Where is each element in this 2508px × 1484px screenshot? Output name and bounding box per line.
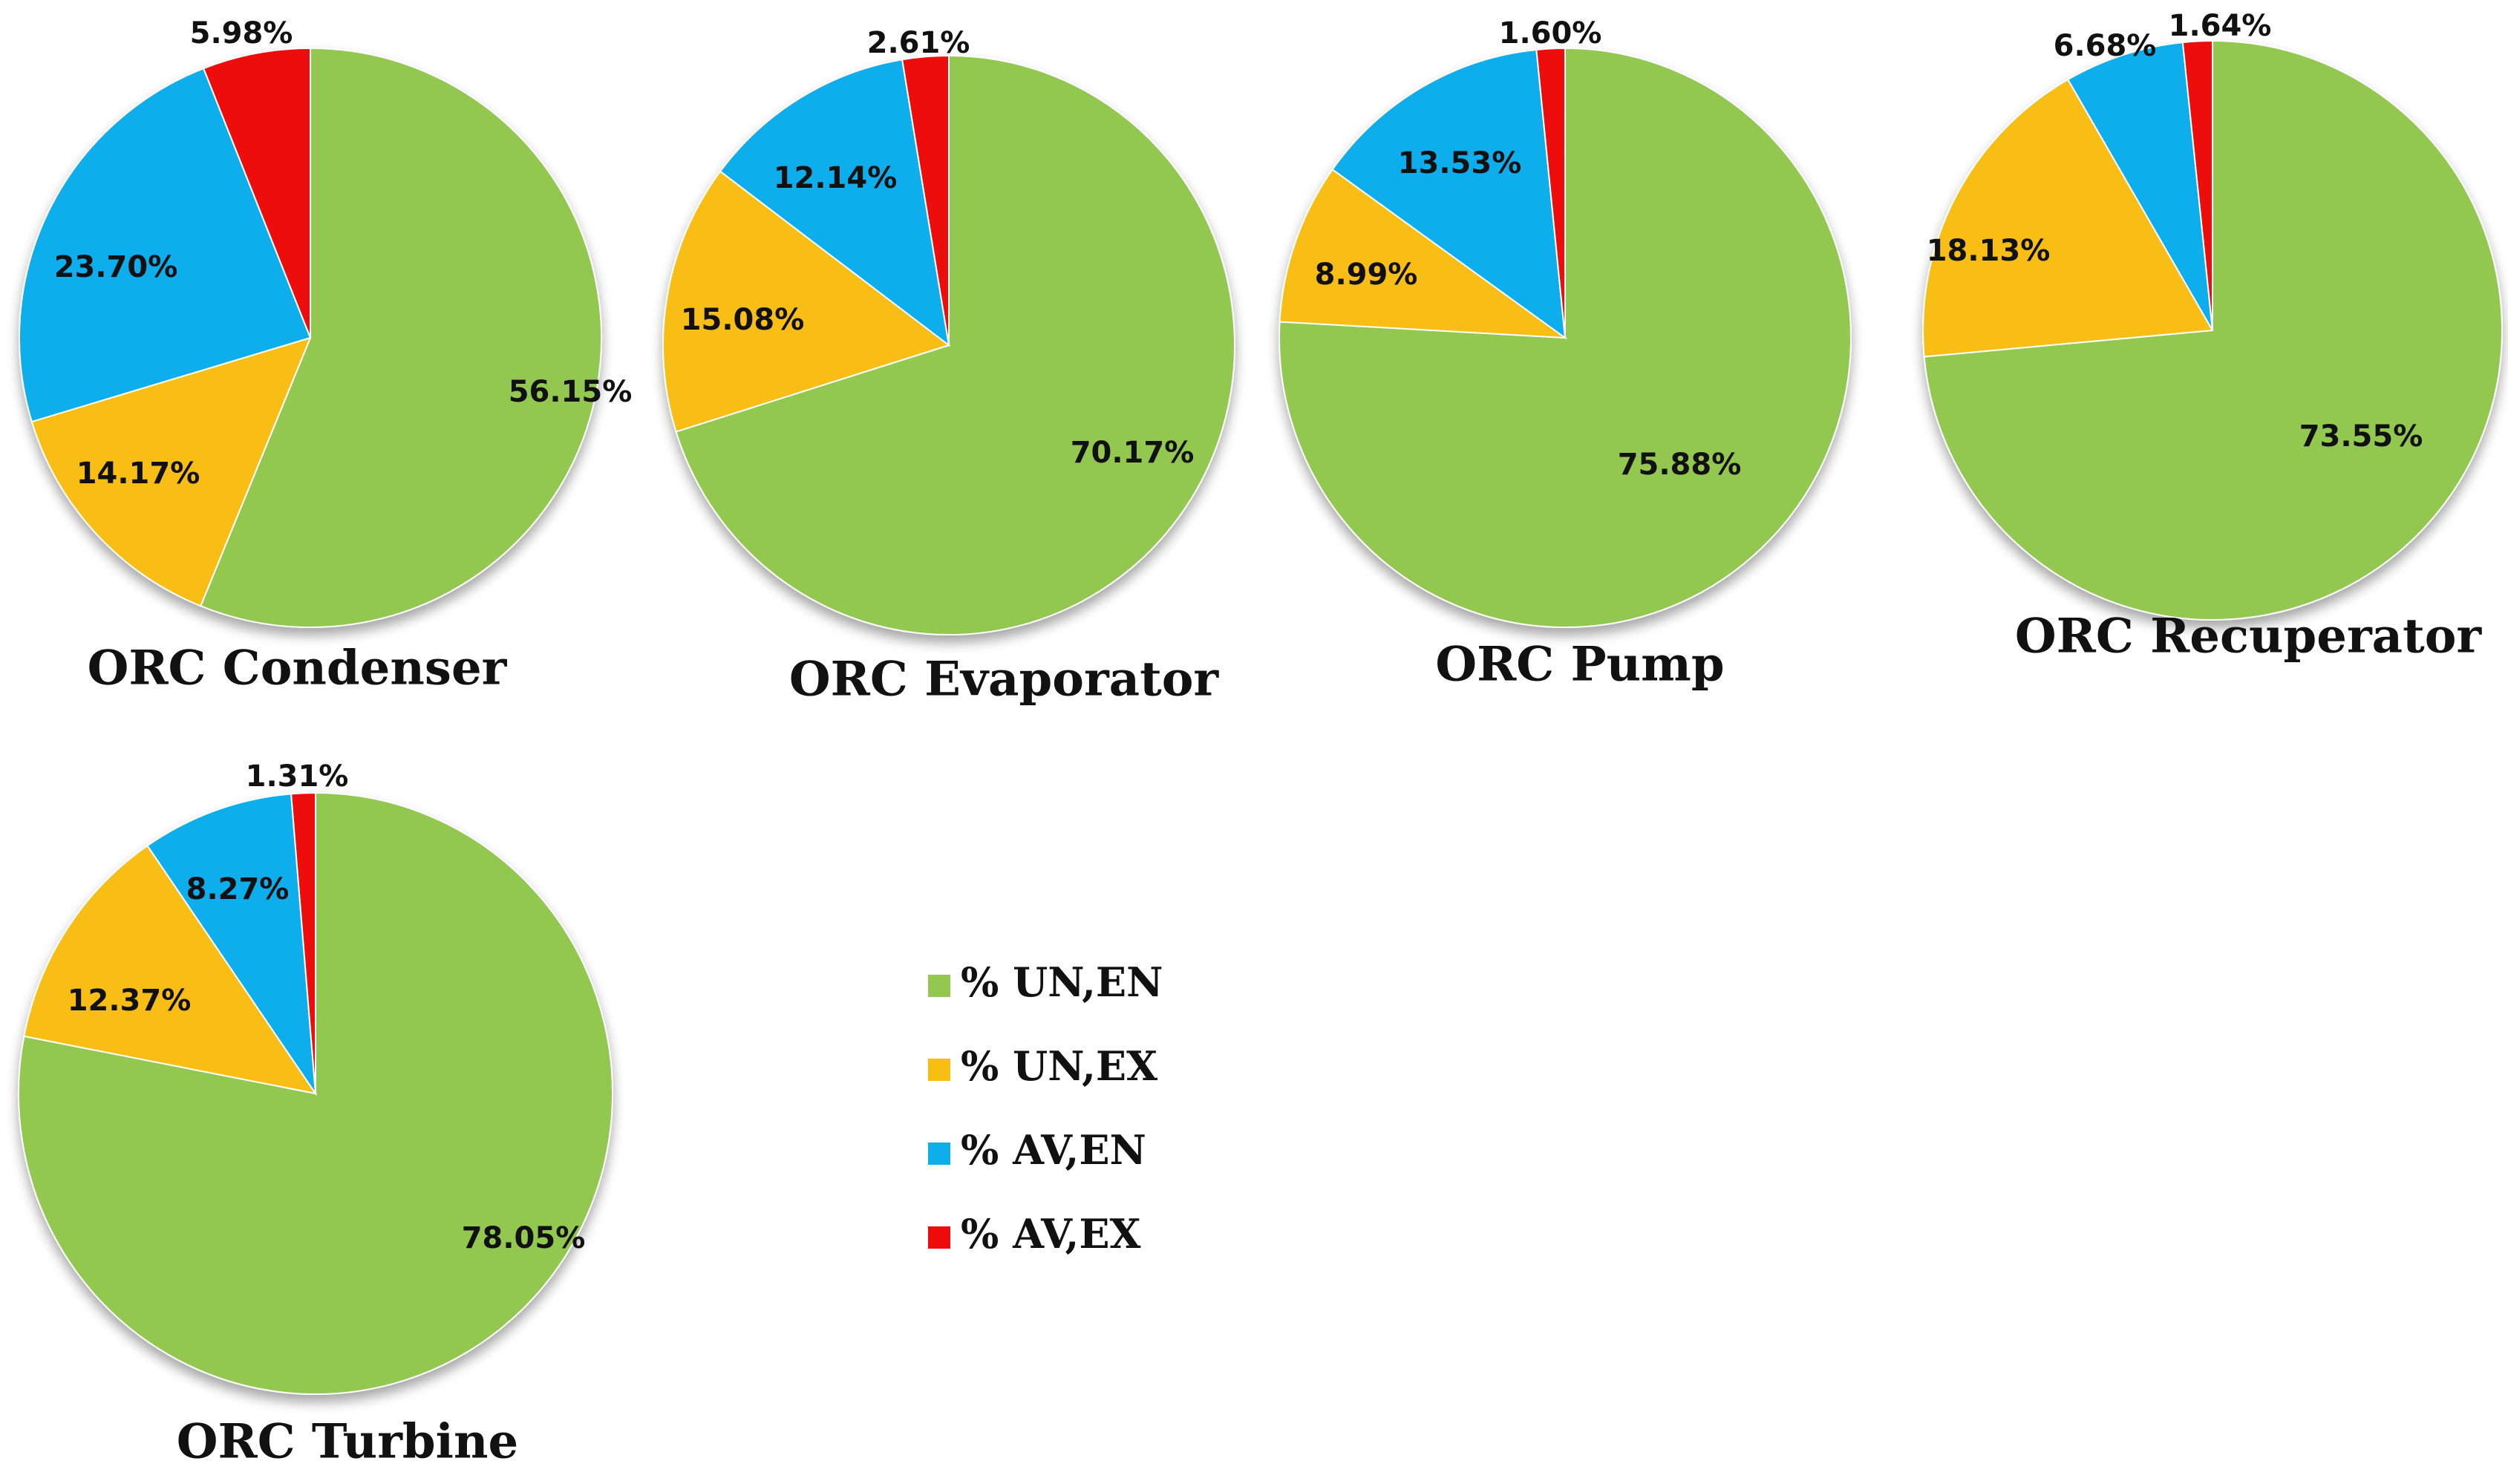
legend-item-un-ex: % UN,EX — [928, 1042, 1157, 1090]
slice-label-av-ex: 1.64% — [2169, 9, 2272, 43]
slice-label-av-ex: 2.61% — [867, 26, 970, 60]
slice-label-un-en: 75.88% — [1618, 448, 1742, 482]
slice-label-av-ex: 1.31% — [246, 759, 349, 794]
legend-item-un-en: % UN,EN — [928, 958, 1163, 1006]
chart-title: ORC Pump — [1435, 637, 1724, 693]
slice-label-un-en: 78.05% — [462, 1221, 586, 1255]
pie-slices — [18, 791, 613, 1395]
legend-item-av-ex: % AV,EX — [928, 1210, 1140, 1258]
pie-slice-un-ex — [30, 336, 312, 607]
pie-chart-orc-turbine: 78.05% 12.37% 8.27% 1.31% ORC Turbine — [18, 759, 613, 1470]
slice-label-av-en: 23.70% — [54, 250, 178, 284]
pie-chart-orc-condenser: 56.15% 14.17% 23.70% 5.98% ORC Condenser — [19, 16, 632, 696]
legend-swatch — [928, 1059, 950, 1081]
legend-swatch — [928, 1143, 950, 1165]
pie-slice-un-ex — [23, 844, 318, 1095]
pie-slice-av-en — [146, 793, 317, 1096]
pie-slice-av-ex — [290, 791, 316, 1094]
chart-title: ORC Evaporator — [789, 652, 1219, 707]
slice-label-un-ex: 8.99% — [1315, 258, 1418, 292]
slice-label-un-ex: 12.37% — [68, 984, 192, 1018]
pie-chart-orc-recuperator: 73.55% 18.13% 6.68% 1.64% ORC Recuperator — [1922, 9, 2503, 664]
pie-chart-orc-pump: 75.88% 8.99% 13.53% 1.60% ORC Pump — [1279, 16, 1852, 693]
legend-label: % UN,EX — [961, 1042, 1157, 1090]
chart-title: ORC Recuperator — [2015, 609, 2482, 664]
pie-slices — [1922, 39, 2503, 621]
pie-slices — [19, 47, 602, 628]
slice-label-av-ex: 1.60% — [1499, 16, 1602, 50]
legend-swatch — [928, 1226, 950, 1249]
legend: % UN,EN % UN,EX % AV,EN % AV,EX — [928, 958, 1163, 1258]
slice-label-un-en: 70.17% — [1071, 436, 1195, 470]
slice-label-av-ex: 5.98% — [190, 16, 293, 50]
slice-label-un-ex: 18.13% — [1927, 234, 2051, 268]
slice-label-un-en: 73.55% — [2299, 419, 2423, 454]
slice-label-un-en: 56.15% — [509, 375, 633, 409]
pie-slice-av-en — [719, 59, 950, 347]
pie-slice-av-en — [2066, 41, 2213, 331]
pie-slice-av-ex — [202, 47, 311, 339]
pie-slice-av-en — [19, 67, 312, 423]
pie-slice-av-ex — [2181, 39, 2213, 331]
pie-slice-av-en — [1331, 48, 1567, 340]
pie-slices — [662, 54, 1235, 635]
legend-label: % UN,EN — [961, 958, 1163, 1006]
pie-slice-av-ex — [901, 54, 950, 346]
pie-slice-un-ex — [1922, 78, 2214, 358]
chart-title: ORC Condenser — [88, 641, 508, 696]
pie-slice-un-ex — [1279, 168, 1568, 339]
pie-slices — [1279, 47, 1852, 628]
pie-slice-un-ex — [662, 170, 951, 433]
slice-label-av-en: 6.68% — [2054, 29, 2157, 63]
slice-label-av-en: 8.27% — [186, 872, 290, 906]
pie-charts: 56.15% 14.17% 23.70% 5.98% ORC Condenser 70.1… — [18, 9, 2503, 1470]
legend-label: % AV,EX — [961, 1210, 1140, 1258]
legend-item-av-en: % AV,EN — [928, 1126, 1146, 1174]
legend-swatch — [928, 975, 950, 997]
slice-label-un-ex: 14.17% — [76, 457, 200, 491]
pie-slice-un-en — [675, 54, 1235, 635]
slice-label-un-ex: 15.08% — [681, 303, 805, 337]
pie-slice-av-ex — [1535, 47, 1566, 339]
slice-label-av-en: 12.14% — [774, 161, 898, 195]
slice-label-av-en: 13.53% — [1398, 146, 1522, 180]
legend-label: % AV,EN — [961, 1126, 1146, 1174]
chart-title: ORC Turbine — [177, 1414, 518, 1470]
pie-slice-un-en — [199, 47, 602, 628]
pie-chart-orc-evaporator: 70.17% 15.08% 12.14% 2.61% ORC Evaporator — [662, 26, 1235, 707]
